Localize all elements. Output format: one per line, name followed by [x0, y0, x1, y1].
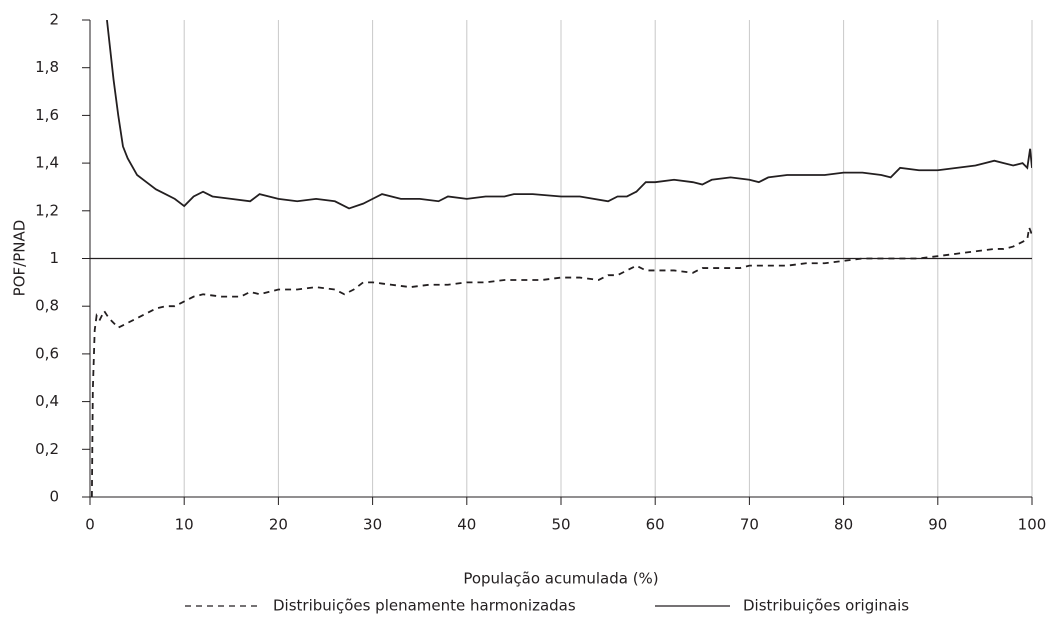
y-tick-label: 1,2 [35, 201, 59, 219]
x-tick-label: 90 [928, 516, 947, 534]
y-tick-label: 1,6 [35, 106, 59, 124]
x-tick-label: 20 [269, 516, 288, 534]
legend-label: Distribuições plenamente harmonizadas [273, 597, 576, 615]
x-tick-label: 0 [85, 516, 95, 534]
y-tick-label: 2 [49, 11, 59, 29]
x-tick-label: 70 [740, 516, 759, 534]
y-tick-label: 0,8 [35, 297, 59, 315]
x-tick-label: 50 [551, 516, 570, 534]
series-line [106, 20, 1032, 210]
x-tick-label: 80 [834, 516, 853, 534]
y-axis-label: POF/PNAD [11, 220, 29, 297]
series-line [90, 224, 1032, 497]
legend-label: Distribuições originais [743, 597, 909, 615]
y-tick-label: 1,4 [35, 154, 59, 172]
y-tick-label: 1 [49, 249, 59, 267]
x-tick-label: 30 [363, 516, 382, 534]
x-axis-label: População acumulada (%) [463, 570, 658, 588]
y-tick-label: 1,8 [35, 58, 59, 76]
y-tick-label: 0,2 [35, 440, 59, 458]
y-tick-label: 0 [49, 488, 59, 506]
y-tick-label: 0,6 [35, 344, 59, 362]
x-tick-label: 40 [457, 516, 476, 534]
y-tick-label: 0,4 [35, 392, 59, 410]
x-tick-label: 10 [175, 516, 194, 534]
x-tick-label: 60 [646, 516, 665, 534]
x-tick-label: 100 [1018, 516, 1047, 534]
